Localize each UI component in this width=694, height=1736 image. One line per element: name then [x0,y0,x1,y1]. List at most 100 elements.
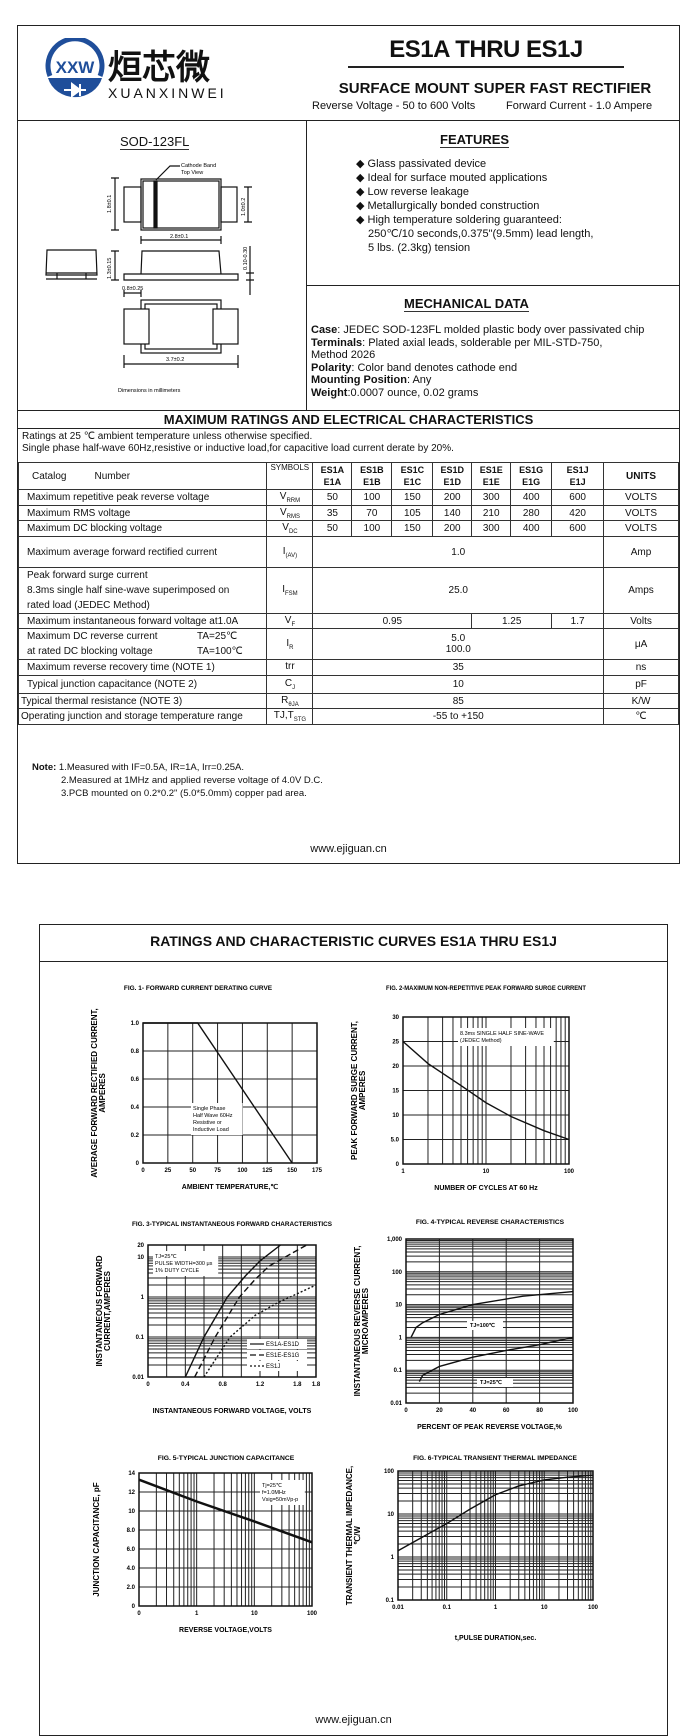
chart-title: FIG. 2-MAXIMUM NON-REPETITIVE PEAK FORWA… [386,985,586,992]
x-tick-label: 0.8 [218,1382,227,1388]
annotation-text: Half Wave 60Hz [193,1113,233,1119]
logo: XXW 烜芯微 XUANXINWEI [44,38,244,102]
x-tick-label: 1.8 [312,1382,321,1388]
forward-current-spec: Forward Current - 1.0 Ampere [506,100,653,112]
table-row: Maximum DC reverse current TA=25℃ at rated… [17,628,679,660]
series-label-bg [467,1321,503,1330]
package-drawing: Cathode Band Top View 1.8±0.1 1.0±0.2 2.… [45,163,254,394]
legend-bg [247,1350,307,1360]
x-tick-label: 0 [404,1408,408,1414]
divider [39,961,668,962]
x-tick-label: 100 [237,1168,248,1174]
x-tick-label: 1 [494,1605,498,1611]
x-axis-label: AMBIENT TEMPERATURE,℃ [182,1183,279,1191]
x-tick-label: 75 [214,1168,221,1174]
y-tick-label: 15 [392,1089,399,1095]
y-tick-label: 1,000 [387,1237,403,1243]
x-tick-label: 25 [165,1168,172,1174]
divider [17,428,680,429]
x-tick-label: 1 [401,1169,405,1175]
page-title: ES1A THRU ES1J [348,36,624,68]
legend-label: ES1J [266,1364,280,1370]
divider [17,120,680,121]
y-tick-label: 0.1 [386,1598,395,1604]
x-tick-label: 60 [503,1408,510,1414]
website-link[interactable]: www.ejiguan.cn [310,843,387,855]
legend-bg [247,1339,307,1349]
condition-line: Single phase half-wave 60Hz,resistive or… [22,443,454,454]
annotation-text: Inductive Load [193,1127,229,1133]
note-item: 3.PCB mounted on 0.2*0.2" (5.0*5.0mm) co… [61,788,307,799]
y-axis-label: AMPERES [358,1070,367,1110]
feature-item: ◆ Metallurgically bonded construction [356,200,540,212]
x-axis-label: REVERSE VOLTAGE,VOLTS [179,1627,272,1634]
series-label-bg [477,1378,513,1387]
note-item: 1.Measured with IF=0.5A, IR=1A, Irr=0.25… [58,762,245,773]
y-tick-label: 0.8 [131,1049,140,1055]
y-tick-label: 0.4 [131,1105,140,1111]
x-tick-label: 100 [307,1611,318,1617]
y-tick-label: 10 [137,1255,144,1261]
series-label: TJ=100℃ [470,1322,496,1329]
y-axis-label: PEAK FORWARD SURGE CURRENT, [350,1021,359,1160]
annotation-text: Vsig=50mVp-p [262,1497,298,1503]
legend-bg [247,1361,307,1371]
mech-row: Method 2026 [311,349,376,361]
annotation-text: Single Phase [193,1106,225,1112]
package-name: SOD-123FL [120,134,190,150]
x-tick-label: 50 [189,1168,196,1174]
chart-title: FIG. 6-TYPICAL TRANSIENT THERMAL IMPEDAN… [413,1455,577,1462]
y-axis-label: AVERAGE FORWARD RECTIFIED CURRENT, [90,1008,99,1178]
x-tick-label: 0 [146,1382,150,1388]
y-axis-label: TRANSIENT THERMAL IMPEDANCE, [345,1466,354,1605]
x-axis-label: INSTANTANEOUS FORWARD VOLTAGE, VOLTS [153,1408,312,1415]
x-tick-label: 1.2 [256,1382,265,1388]
y-tick-label: 10 [387,1512,394,1518]
chart-fig3: 0 0.4 0.8 1.2 1.8 1.8 0.01 0.1 1 10 20 FIG. 3-TYPIC… [95,1221,333,1415]
plot-frame [405,1238,574,1404]
annotation-box [260,1480,305,1505]
logo-mark-icon: XXW [45,38,105,98]
chart-fig5: 0 1 10 100 0 2.0 4.0 6.0 8.0 10 12 14 FIG. 5-TYPICAL… [92,1455,318,1634]
mechanical-title: MECHANICAL DATA [404,296,529,312]
feature-item: ◆ Low reverse leakage [356,186,470,198]
table-row: Maximum average forward rectified curren… [17,536,679,568]
page2-title: RATINGS AND CHARACTERISTIC CURVES ES1A T… [150,933,557,949]
chart-fig1: 0 25 50 75 100 125 150 175 0 0.2 0.4 0.6 0.8 1.0 FIG. … [90,985,323,1191]
chart-title: FIG. 5-TYPICAL JUNCTION CAPACITANCE [158,1455,295,1462]
y-tick-label: 30 [392,1015,399,1021]
y-tick-label: 100 [392,1270,403,1276]
dim-body-height: 1.3±0.15 [107,258,113,279]
table-row: Maximum RMS voltage VRMS 35 70 105 140 210 280 4… [17,505,679,521]
annotation-text: Resistive or [193,1120,222,1126]
x-tick-label: 0.4 [181,1382,190,1388]
table-row: Maximum reverse recovery time (NOTE 1) tr… [17,659,679,676]
reverse-voltage-spec: Reverse Voltage - 50 to 600 Volts [312,100,476,112]
y-tick-label: 4.0 [127,1566,136,1572]
mechanical-data: Case: JEDEC SOD-123FL molded plastic bod… [311,324,644,399]
plot-frame [138,1472,313,1607]
top-view-label: Top View [181,170,203,176]
x-tick-label: 150 [287,1168,298,1174]
x-tick-label: 175 [312,1168,323,1174]
y-tick-label: 0.01 [132,1375,144,1381]
dim-lead-thickness: 0.10-0.30 [243,247,249,270]
annotation-box [153,1251,219,1276]
series-line [138,1478,313,1544]
svg-text:XXW: XXW [56,58,96,77]
y-axis-label: ℃/W [353,1526,362,1545]
ratings-table: Catalog Number SYMBOLS ES1A E1A ES1B E1B ES… [17,462,679,725]
y-tick-label: 0.1 [136,1335,145,1341]
annotation-text: (JEDEC Method) [460,1038,502,1044]
series-label: TJ=25℃ [480,1379,503,1386]
website-link-page2[interactable]: www.ejiguan.cn [315,1714,392,1726]
y-tick-label: 6.0 [127,1547,136,1553]
annotation-text: PULSE WIDTH=300 μs [155,1261,213,1267]
y-axis-label: AMPERES [98,1073,107,1113]
x-tick-label: 125 [262,1168,273,1174]
x-tick-label: 100 [564,1169,575,1175]
annotation-text: Tj=25℃ [262,1483,283,1489]
divider [306,285,680,286]
y-tick-label: 1 [391,1555,395,1561]
